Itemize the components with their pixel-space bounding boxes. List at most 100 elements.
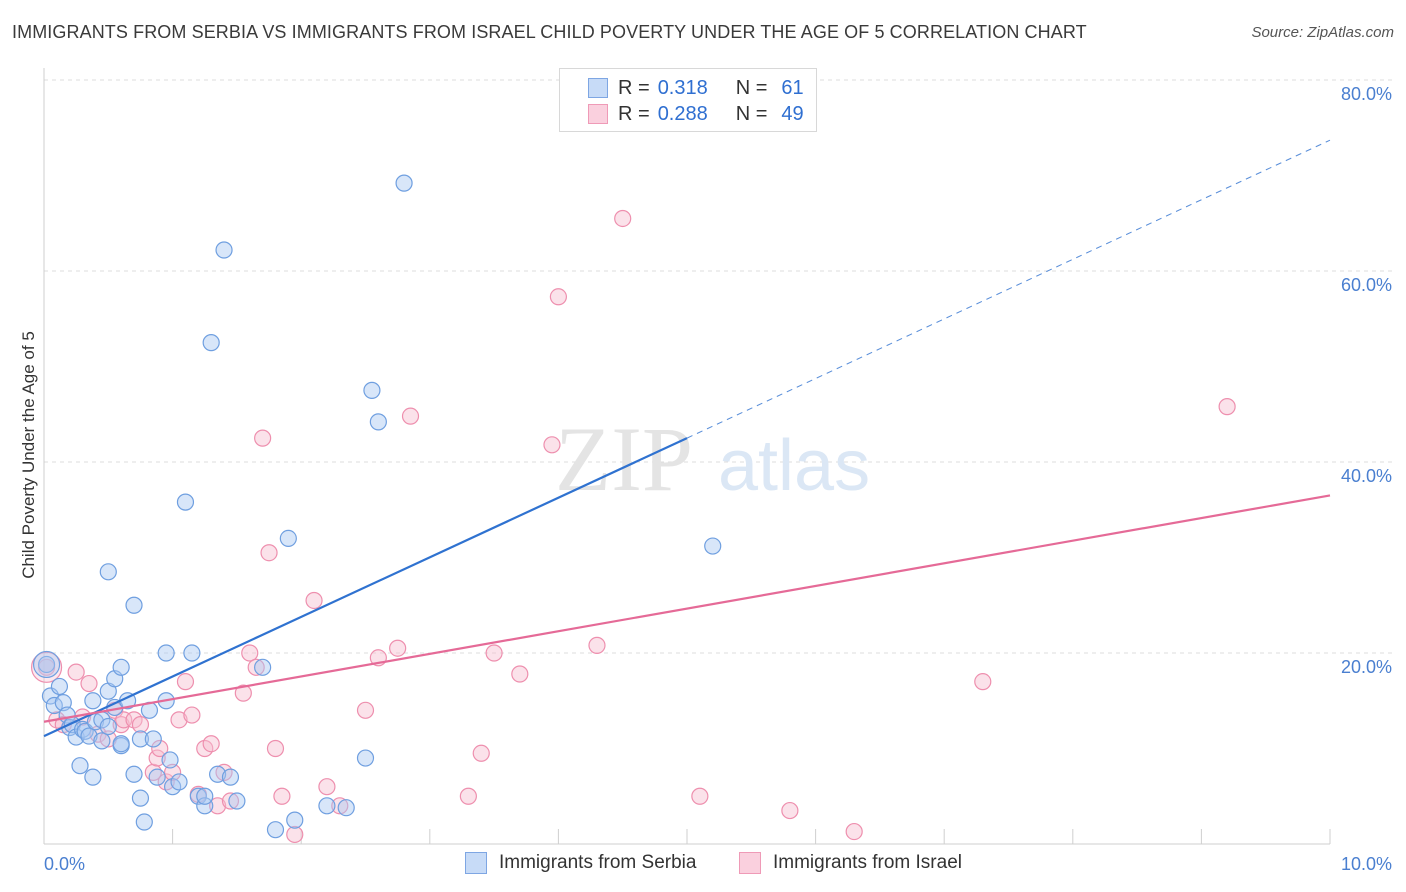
data-point-israel: [170, 711, 188, 729]
legend-swatch-serbia: [465, 852, 487, 874]
data-point-serbia: [286, 811, 304, 829]
data-point-israel: [543, 436, 561, 454]
data-point-serbia: [148, 768, 166, 786]
data-point-serbia: [254, 658, 272, 676]
legend-r-label: R =: [618, 102, 650, 125]
data-point-serbia: [202, 334, 220, 352]
data-point-israel: [318, 778, 336, 796]
legend-item-israel: Immigrants from Israel: [739, 852, 962, 874]
data-point-israel: [202, 735, 220, 753]
data-point-israel: [254, 429, 272, 447]
legend-row-israel: R = 0.288 N = 49: [588, 102, 804, 126]
data-point-serbia: [221, 768, 240, 786]
data-point-israel: [691, 787, 709, 805]
data-point-israel: [401, 407, 420, 425]
series-legend: Immigrants from Serbia Immigrants from I…: [0, 852, 1406, 876]
data-point-serbia: [93, 732, 111, 750]
data-point-israel: [485, 644, 503, 662]
legend-swatch-israel: [588, 104, 608, 124]
data-point-israel: [472, 744, 490, 762]
data-point-serbia: [84, 692, 102, 710]
legend-n-label: N =: [735, 76, 768, 99]
data-point-serbia: [369, 413, 387, 431]
data-point-israel: [176, 673, 195, 691]
data-point-serbia: [112, 735, 130, 753]
legend-r-value-israel: 0.288: [657, 102, 708, 125]
legend-r-label: R =: [618, 76, 650, 99]
y-axis-label: Child Poverty Under the Age of 5: [19, 331, 38, 579]
data-point-israel: [209, 797, 227, 815]
trend-lines: [43, 139, 1331, 738]
data-point-serbia: [73, 720, 92, 739]
data-point-israel: [151, 739, 169, 758]
data-point-serbia: [170, 773, 188, 791]
data-point-serbia: [71, 757, 89, 775]
data-point-serbia: [215, 241, 233, 259]
x-tick-label: 0.0%: [44, 854, 85, 874]
data-point-israel: [459, 787, 477, 805]
data-point-israel: [80, 674, 98, 693]
data-point-israel: [588, 636, 606, 654]
data-point-israel: [260, 544, 278, 562]
data-point-israel: [511, 665, 529, 683]
y-tick-label: 40.0%: [1341, 466, 1392, 486]
data-point-serbia: [183, 644, 201, 662]
legend-n-label: N =: [735, 102, 768, 125]
data-point-serbia: [189, 787, 207, 805]
trend-line-serbia: [43, 437, 688, 738]
data-point-israel: [112, 716, 130, 734]
data-point-serbia: [337, 799, 355, 817]
data-point-israel: [286, 825, 304, 844]
data-point-serbia: [125, 765, 143, 783]
data-point-israel: [614, 209, 632, 228]
data-point-serbia: [32, 650, 61, 679]
data-point-israel: [67, 663, 85, 681]
data-point-serbia: [318, 797, 336, 815]
data-point-israel: [148, 749, 166, 767]
legend-n-value-serbia: 61: [781, 76, 804, 99]
series-serbia-points: [32, 174, 722, 839]
legend-item-serbia: Immigrants from Serbia: [465, 852, 696, 874]
data-point-serbia: [196, 787, 214, 805]
data-point-serbia: [37, 655, 56, 674]
data-point-israel: [1218, 398, 1236, 416]
data-point-israel: [845, 822, 863, 841]
data-point-serbia: [363, 381, 381, 399]
data-point-serbia: [99, 717, 117, 736]
data-point-serbia: [80, 727, 98, 745]
stats-legend: R = 0.318 N = 61 R = 0.288 N = 49: [559, 68, 817, 132]
legend-swatch-serbia: [588, 78, 608, 98]
watermark-atlas: atlas: [718, 426, 870, 506]
data-point-serbia: [266, 821, 285, 839]
data-point-israel: [389, 639, 407, 657]
grid-lines: [44, 79, 1392, 654]
legend-r-value-serbia: 0.318: [657, 76, 708, 99]
data-point-israel: [183, 706, 201, 724]
data-point-serbia: [99, 563, 117, 581]
data-point-israel: [273, 787, 291, 805]
legend-swatch-israel: [739, 852, 761, 874]
data-point-serbia: [395, 174, 413, 192]
watermark-zip: ZIP: [555, 408, 693, 510]
data-point-serbia: [144, 730, 162, 748]
data-point-serbia: [196, 797, 214, 815]
data-point-serbia: [157, 644, 175, 662]
data-point-serbia: [112, 658, 130, 676]
data-point-serbia: [209, 765, 227, 783]
data-point-israel: [234, 684, 252, 702]
watermark: ZIP atlas: [555, 408, 870, 510]
data-point-israel: [356, 701, 375, 719]
data-point-israel: [781, 801, 799, 820]
data-point-serbia: [704, 537, 722, 555]
trend-line-serbia-extension: [686, 139, 1331, 439]
data-point-serbia: [131, 730, 150, 748]
data-point-israel: [974, 673, 992, 691]
data-point-serbia: [356, 749, 375, 767]
legend-label-israel: Immigrants from Israel: [773, 852, 962, 873]
axes: [43, 68, 1331, 845]
data-point-israel: [549, 288, 568, 306]
data-point-serbia: [176, 493, 195, 511]
source-credit: Source: ZipAtlas.com: [1251, 24, 1394, 41]
data-point-serbia: [84, 768, 102, 786]
